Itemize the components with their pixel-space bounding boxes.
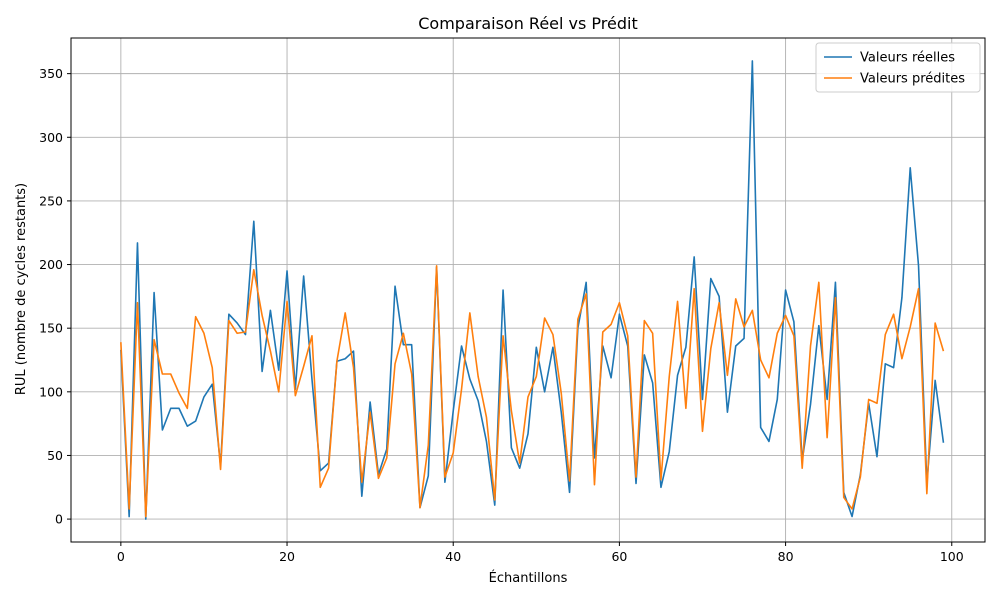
x-tick-label: 60 — [611, 549, 627, 564]
tick-layer: 0 20 40 60 80 100 0 50 100 150 200 250 300 350 — [39, 66, 964, 564]
y-tick-label: 0 — [55, 512, 63, 527]
series-line-predites — [120, 265, 945, 518]
y-axis-label: RUL (nombre de cycles restants) — [14, 183, 29, 395]
legend-box — [815, 42, 981, 93]
y-tick-label: 350 — [39, 66, 63, 81]
y-tick-label: 150 — [39, 321, 63, 336]
x-tick-label: 80 — [778, 549, 794, 564]
legend-label: Valeurs prédites — [860, 72, 965, 87]
series-line-reelles — [120, 60, 945, 520]
plot-frame — [70, 37, 986, 543]
y-tick-label: 300 — [39, 130, 63, 145]
y-tick-label: 50 — [47, 448, 63, 463]
x-tick-label: 20 — [279, 549, 295, 564]
chart-title: Comparaison Réel vs Prédit — [418, 14, 638, 33]
y-tick-label: 100 — [39, 384, 63, 399]
x-axis-label: Échantillons — [489, 570, 568, 586]
y-tick-label: 200 — [39, 257, 63, 272]
y-tick-label: 250 — [39, 193, 63, 208]
grid-layer — [71, 38, 985, 542]
legend-label: Valeurs réelles — [860, 51, 955, 66]
x-tick-label: 40 — [445, 549, 461, 564]
legend: Valeurs réelles Valeurs prédites — [815, 42, 981, 93]
x-tick-label: 0 — [117, 549, 125, 564]
series-layer — [120, 60, 945, 520]
x-tick-label: 100 — [940, 549, 964, 564]
